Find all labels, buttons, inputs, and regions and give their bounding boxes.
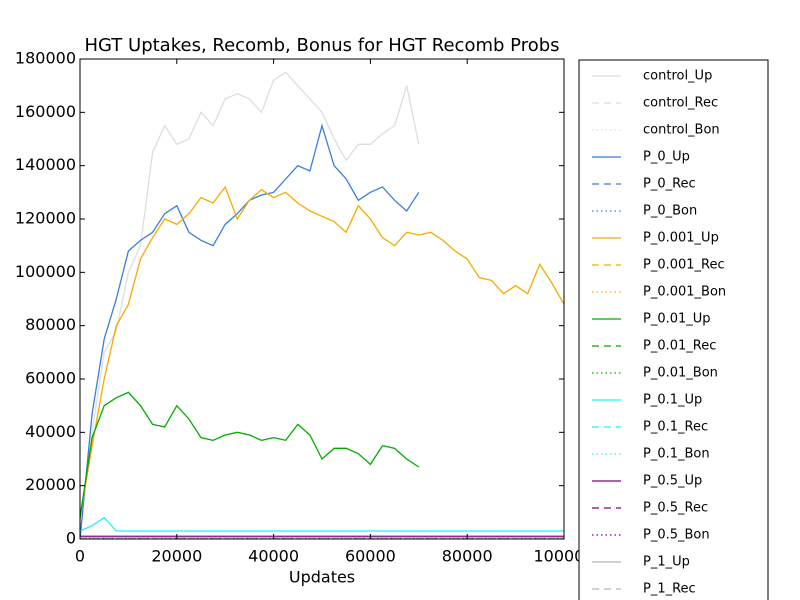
- y-tick-label: 100000: [15, 262, 76, 281]
- x-tick-label: 0: [75, 547, 85, 566]
- ticks: 0 20000 40000 60000 80000 100000 120000 140000 1…: [15, 49, 595, 566]
- y-tick-label: 0: [66, 529, 76, 548]
- y-tick-label: 80000: [25, 315, 76, 334]
- y-tick-label: 60000: [25, 369, 76, 388]
- legend-label: control_Up: [643, 69, 712, 84]
- legend-label: P_0.001_Up: [643, 231, 719, 246]
- axes-frame: [79, 58, 565, 540]
- chart-title: HGT Uptakes, Recomb, Bonus for HGT Recom…: [84, 35, 559, 56]
- x-tick-label: 20000: [151, 547, 202, 566]
- series-line: [80, 516, 564, 532]
- legend-label: P_0_Rec: [643, 177, 696, 192]
- series-line: [80, 185, 564, 518]
- y-tick-label: 180000: [15, 49, 76, 68]
- legend-label: P_0.5_Bon: [643, 528, 710, 543]
- plot-area: [80, 71, 564, 539]
- series-line: [80, 123, 420, 539]
- x-axis-label: Updates: [289, 568, 355, 587]
- legend-label: P_0.1_Rec: [643, 420, 708, 435]
- legend-label: P_0.01_Rec: [643, 339, 716, 354]
- x-tick-label: 60000: [345, 547, 396, 566]
- legend-label: P_0.5_Up: [643, 474, 702, 489]
- legend-label: P_0.1_Bon: [643, 447, 710, 462]
- series-line: [80, 71, 420, 526]
- y-tick-label: 160000: [15, 102, 76, 121]
- legend-label: P_0.1_Up: [643, 393, 702, 408]
- legend-label: P_0_Bon: [643, 204, 697, 219]
- y-tick-label: 140000: [15, 155, 76, 174]
- x-tick-label: 80000: [442, 547, 493, 566]
- y-tick-label: 120000: [15, 209, 76, 228]
- legend-label: P_0.001_Rec: [643, 258, 725, 273]
- legend-label: P_0.5_Rec: [643, 501, 708, 516]
- x-tick-label: 40000: [248, 547, 299, 566]
- legend-label: P_0.01_Bon: [643, 366, 718, 381]
- legend-label: control_Bon: [643, 123, 720, 138]
- legend-label: P_1_Rec: [643, 582, 696, 597]
- legend-label: P_0_Up: [643, 150, 690, 165]
- legend-label: P_0.01_Up: [643, 312, 711, 327]
- legend-label: P_0.001_Bon: [643, 285, 726, 300]
- y-tick-label: 40000: [25, 422, 76, 441]
- legend-label: P_1_Up: [643, 555, 690, 570]
- y-tick-label: 20000: [25, 475, 76, 494]
- legend-box: [578, 59, 769, 600]
- series-line: [80, 391, 420, 518]
- legend-label: control_Rec: [643, 96, 718, 111]
- legend: control_Up control_Rec control_Bon P_0_Up P_…: [578, 59, 769, 600]
